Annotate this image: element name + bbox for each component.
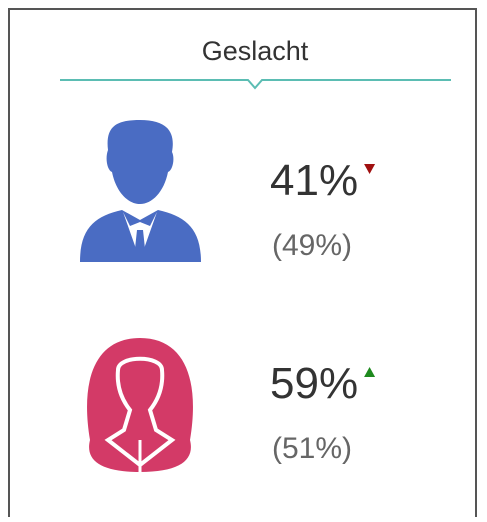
trend-arrow [364,164,376,174]
share-value: 59% [270,359,358,408]
widget-title: Geslacht [202,36,309,66]
title-underline [60,79,451,90]
compare-value: (51%) [272,432,352,465]
share-value: 41% [270,156,358,205]
compare-value: (49%) [272,229,352,262]
male-icon [80,120,201,262]
trend-arrow [364,367,376,377]
female-icon [87,338,193,472]
panel-border [8,8,477,517]
